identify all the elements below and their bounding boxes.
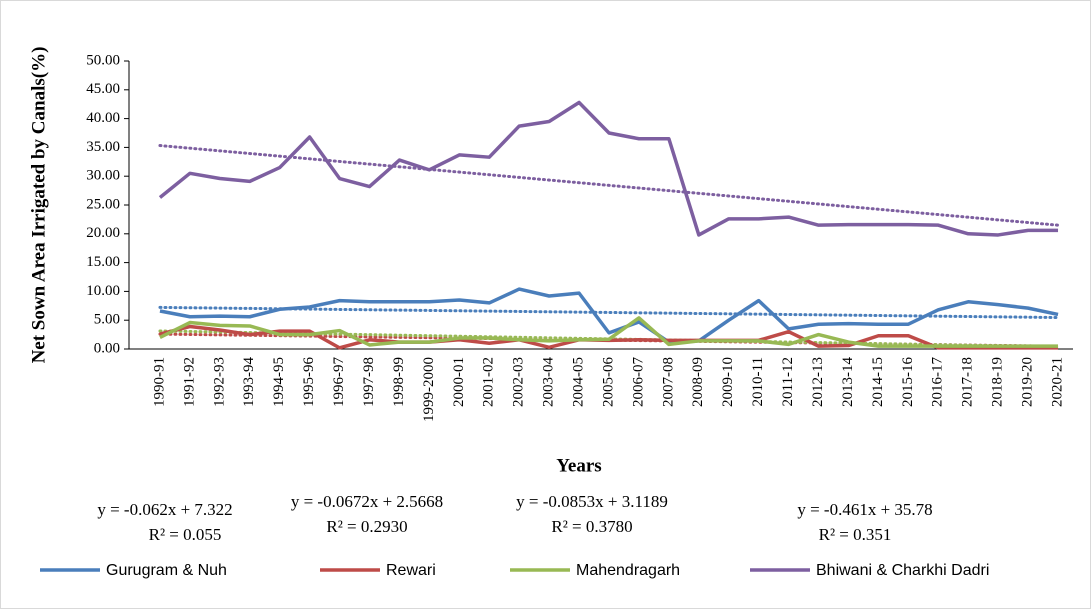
y-tick-label: 10.00 [86,283,120,299]
series-line [158,100,1059,237]
y-tick-label: 50.00 [86,52,120,68]
y-tick-label: 20.00 [86,225,120,241]
x-tick-label: 1997-98 [361,357,377,407]
trend-r2: R² = 0.055 [149,525,222,544]
x-tick-label: 2007-08 [660,357,676,407]
x-tick-label: 2003-04 [541,357,557,407]
x-tick-label: 1996-97 [331,357,347,407]
x-tick-label: 1990-91 [151,357,167,407]
legend-text: Gurugram & Nuh [106,562,227,579]
y-tick-label: 40.00 [86,110,120,126]
trend-line [158,144,1060,227]
x-tick-label: 2000-01 [451,357,467,407]
x-tick-label: 2005-06 [600,357,616,407]
x-tick-label: 2004-05 [571,357,587,407]
trend-line [158,305,1060,320]
x-tick-label: 1995-96 [301,357,317,407]
series-line [159,316,1059,348]
x-tick-label: 2001-02 [481,357,497,407]
x-tick-label: 1991-92 [181,357,197,407]
y-tick-label: 45.00 [86,81,120,97]
x-tick-label: 2010-11 [750,357,766,406]
x-tick-label: 1992-93 [211,357,227,407]
x-tick-label: 2018-19 [990,357,1006,407]
y-tick-label: 15.00 [86,254,120,270]
x-tick-label: 2008-09 [690,357,706,407]
y-tick-label: 0.00 [94,340,120,356]
x-tick-label: 2012-13 [810,357,826,407]
trend-r2: R² = 0.351 [819,525,892,544]
x-tick-label: 2019-20 [1020,357,1036,407]
x-tick-label: 2015-16 [900,357,916,407]
x-tick-label: 2017-18 [960,357,976,407]
x-tick-label: 2002-03 [511,357,527,407]
trend-equation: y = -0.0853x + 3.1189 [516,492,668,511]
x-tick-label: 1993-94 [241,357,257,407]
legend-text: Bhiwani & Charkhi Dadri [816,562,989,579]
y-tick-label: 35.00 [86,139,120,155]
y-tick-label: 25.00 [86,196,120,212]
trend-equation: y = -0.062x + 7.322 [97,500,232,519]
x-tick-label: 2011-12 [780,357,796,406]
x-tick-label: 2013-14 [840,357,856,407]
trend-equation: y = -0.461x + 35.78 [797,500,932,519]
x-tick-label: 1999-2000 [421,357,437,422]
trend-r2: R² = 0.2930 [326,517,407,536]
y-tick-label: 30.00 [86,168,120,184]
trend-equation: y = -0.0672x + 2.5668 [291,492,443,511]
x-tick-label: 1998-99 [391,357,407,407]
x-tick-label: 2014-15 [870,357,886,407]
x-tick-label: 2006-07 [630,357,646,407]
x-tick-label: 2009-10 [720,357,736,407]
x-tick-label: 1994-95 [271,357,287,407]
legend-text: Mahendragarh [576,562,680,579]
series-line [159,287,1059,344]
trend-r2: R² = 0.3780 [551,517,632,536]
x-axis-title: Years [556,455,601,476]
x-tick-label: 2016-17 [930,357,946,407]
y-axis-title: Net Sown Area Irrigated by Canals(%) [28,47,49,364]
legend-text: Rewari [386,562,436,579]
x-tick-label: 2020-21 [1049,357,1065,407]
y-tick-label: 5.00 [94,312,120,328]
